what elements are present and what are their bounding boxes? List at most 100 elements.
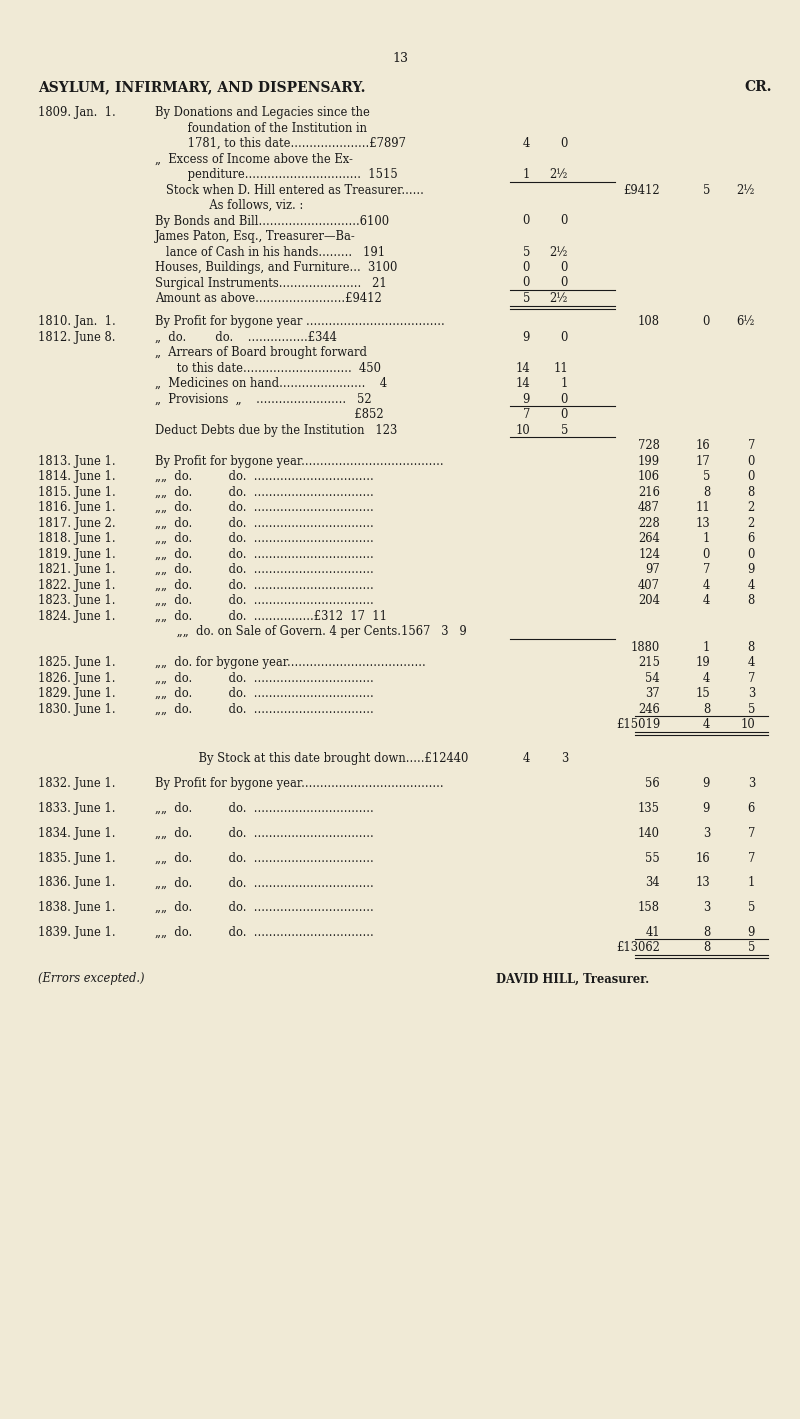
Text: 0: 0 (522, 214, 530, 227)
Text: 9: 9 (748, 563, 755, 576)
Text: 7: 7 (748, 440, 755, 453)
Text: 4: 4 (702, 595, 710, 607)
Text: 1: 1 (748, 877, 755, 890)
Text: 2: 2 (748, 501, 755, 514)
Text: „„  do.          do.  ................................: „„ do. do. .............................… (155, 877, 374, 890)
Text: 4: 4 (522, 138, 530, 150)
Text: 8: 8 (748, 595, 755, 607)
Text: 0: 0 (702, 548, 710, 561)
Text: 0: 0 (561, 409, 568, 421)
Text: 204: 204 (638, 595, 660, 607)
Text: „  Excess of Income above the Ex-: „ Excess of Income above the Ex- (155, 152, 353, 166)
Text: 1814. June 1.: 1814. June 1. (38, 470, 116, 484)
Text: 10: 10 (740, 718, 755, 731)
Text: 17: 17 (695, 454, 710, 468)
Text: 8: 8 (702, 702, 710, 715)
Text: 37: 37 (646, 687, 660, 700)
Text: 2½: 2½ (550, 292, 568, 305)
Text: 6: 6 (748, 802, 755, 815)
Text: 9: 9 (522, 393, 530, 406)
Text: „„  do. for bygone year.....................................: „„ do. for bygone year..................… (155, 656, 426, 670)
Text: „  do.        do.    ................£344: „ do. do. ................£344 (155, 331, 337, 343)
Text: 1816. June 1.: 1816. June 1. (38, 501, 116, 514)
Text: 7: 7 (748, 671, 755, 685)
Text: „„  do.          do.  ................................: „„ do. do. .............................… (155, 563, 374, 576)
Text: „  Arrears of Board brought forward: „ Arrears of Board brought forward (155, 346, 367, 359)
Text: By Donations and Legacies since the: By Donations and Legacies since the (155, 106, 370, 119)
Text: 15: 15 (695, 687, 710, 700)
Text: By Profit for bygone year .....................................: By Profit for bygone year ..............… (155, 315, 445, 328)
Text: 1: 1 (702, 641, 710, 654)
Text: „„  do.          do.  ................................: „„ do. do. .............................… (155, 501, 374, 514)
Text: 216: 216 (638, 485, 660, 498)
Text: 246: 246 (638, 702, 660, 715)
Text: 3: 3 (702, 901, 710, 914)
Text: 9: 9 (748, 927, 755, 939)
Text: 728: 728 (638, 440, 660, 453)
Text: £13062: £13062 (616, 941, 660, 955)
Text: „„  do.          do.  ................................: „„ do. do. .............................… (155, 687, 374, 700)
Text: 4: 4 (702, 718, 710, 731)
Text: 1821. June 1.: 1821. June 1. (38, 563, 116, 576)
Text: 1: 1 (561, 377, 568, 390)
Text: „„  do.          do.  ................................: „„ do. do. .............................… (155, 851, 374, 864)
Text: 8: 8 (702, 485, 710, 498)
Text: By Stock at this date brought down.....£12440: By Stock at this date brought down.....£… (155, 752, 468, 765)
Text: 1829. June 1.: 1829. June 1. (38, 687, 116, 700)
Text: „„  do.          do.  ................................: „„ do. do. .............................… (155, 485, 374, 498)
Text: 1: 1 (522, 167, 530, 182)
Text: 8: 8 (702, 927, 710, 939)
Text: 1810. Jan.  1.: 1810. Jan. 1. (38, 315, 116, 328)
Text: „„  do.          do.  ................£312  17  11: „„ do. do. ................£312 17 11 (155, 610, 387, 623)
Text: 19: 19 (695, 656, 710, 670)
Text: lance of Cash in his hands.........   191: lance of Cash in his hands......... 191 (155, 245, 385, 258)
Text: „„  do.          do.  ................................: „„ do. do. .............................… (155, 470, 374, 484)
Text: 0: 0 (561, 277, 568, 289)
Text: 5: 5 (522, 245, 530, 258)
Text: As follows, viz. :: As follows, viz. : (155, 199, 303, 211)
Text: By Profit for bygone year......................................: By Profit for bygone year...............… (155, 778, 444, 790)
Text: 0: 0 (748, 548, 755, 561)
Text: 1823. June 1.: 1823. June 1. (38, 595, 115, 607)
Text: 13: 13 (695, 877, 710, 890)
Text: 7: 7 (702, 563, 710, 576)
Text: 0: 0 (522, 277, 530, 289)
Text: DAVID HILL, Treasurer.: DAVID HILL, Treasurer. (496, 972, 649, 985)
Text: £15019: £15019 (616, 718, 660, 731)
Text: 7: 7 (748, 851, 755, 864)
Text: 0: 0 (561, 214, 568, 227)
Text: Amount as above........................£9412: Amount as above........................£… (155, 292, 382, 305)
Text: 1815. June 1.: 1815. June 1. (38, 485, 116, 498)
Text: 9: 9 (702, 802, 710, 815)
Text: 1880: 1880 (630, 641, 660, 654)
Text: „„  do.          do.  ................................: „„ do. do. .............................… (155, 517, 374, 529)
Text: „„  do.          do.  ................................: „„ do. do. .............................… (155, 702, 374, 715)
Text: 1832. June 1.: 1832. June 1. (38, 778, 115, 790)
Text: to this date.............................  450: to this date............................… (155, 362, 381, 375)
Text: „„  do. on Sale of Govern. 4 per Cents.1567   3   9: „„ do. on Sale of Govern. 4 per Cents.15… (155, 626, 466, 639)
Text: 16: 16 (695, 440, 710, 453)
Text: 158: 158 (638, 901, 660, 914)
Text: 1809. Jan.  1.: 1809. Jan. 1. (38, 106, 116, 119)
Text: Houses, Buildings, and Furniture...  3100: Houses, Buildings, and Furniture... 3100 (155, 261, 398, 274)
Text: 2: 2 (748, 517, 755, 529)
Text: 11: 11 (554, 362, 568, 375)
Text: „„  do.          do.  ................................: „„ do. do. .............................… (155, 827, 374, 840)
Text: 55: 55 (646, 851, 660, 864)
Text: 1836. June 1.: 1836. June 1. (38, 877, 115, 890)
Text: 5: 5 (748, 901, 755, 914)
Text: „„  do.          do.  ................................: „„ do. do. .............................… (155, 548, 374, 561)
Text: 487: 487 (638, 501, 660, 514)
Text: 199: 199 (638, 454, 660, 468)
Text: „„  do.          do.  ................................: „„ do. do. .............................… (155, 927, 374, 939)
Text: „„  do.          do.  ................................: „„ do. do. .............................… (155, 579, 374, 592)
Text: James Paton, Esq., Treasurer—Ba-: James Paton, Esq., Treasurer—Ba- (155, 230, 356, 243)
Text: „  Medicines on hand.......................    4: „ Medicines on hand.....................… (155, 377, 387, 390)
Text: 0: 0 (522, 261, 530, 274)
Text: 1826. June 1.: 1826. June 1. (38, 671, 115, 685)
Text: 13: 13 (392, 53, 408, 65)
Text: 1818. June 1.: 1818. June 1. (38, 532, 116, 545)
Text: 9: 9 (702, 778, 710, 790)
Text: 5: 5 (702, 183, 710, 196)
Text: 5: 5 (702, 470, 710, 484)
